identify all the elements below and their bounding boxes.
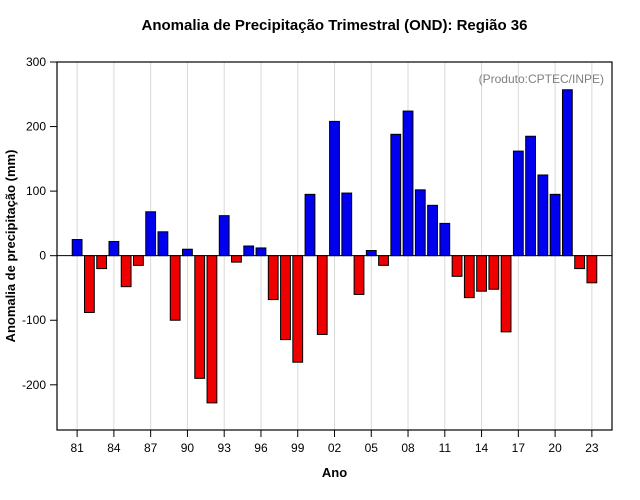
bar-2021 bbox=[561, 89, 573, 257]
bar-1983 bbox=[96, 255, 108, 270]
bar-1991 bbox=[194, 255, 206, 379]
bar-2012 bbox=[451, 255, 463, 277]
bar-2019 bbox=[537, 174, 549, 257]
bar-2007 bbox=[390, 133, 402, 257]
bar-1992 bbox=[206, 255, 218, 404]
bar-2001 bbox=[316, 255, 328, 335]
bar-2017 bbox=[512, 150, 524, 257]
bar-1981 bbox=[71, 239, 83, 257]
bar-1996 bbox=[255, 247, 267, 257]
chart-title: Anomalia de Precipitação Trimestral (OND… bbox=[142, 17, 528, 34]
y-axis-label: Anomalia de precipitação (mm) bbox=[3, 150, 18, 343]
bar-1994 bbox=[231, 255, 242, 263]
bar-1999 bbox=[292, 255, 304, 363]
bar-2009 bbox=[414, 189, 426, 257]
x-tick-label: 05 bbox=[365, 441, 379, 455]
x-tick-label: 96 bbox=[254, 441, 268, 455]
x-tick-label: 99 bbox=[291, 441, 305, 455]
bar-1990 bbox=[182, 248, 193, 257]
bar-2000 bbox=[304, 193, 316, 257]
x-tick-label: 20 bbox=[548, 441, 562, 455]
bar-1987 bbox=[145, 211, 157, 257]
x-tick-label: 08 bbox=[401, 441, 415, 455]
bar-1984 bbox=[108, 240, 120, 257]
source-annotation: (Produto:CPTEC/INPE) bbox=[479, 72, 604, 86]
x-tick-label: 87 bbox=[144, 441, 158, 455]
bar-2002 bbox=[329, 120, 340, 257]
bar-2014 bbox=[476, 255, 487, 292]
bar-2023 bbox=[586, 255, 598, 284]
bar-2006 bbox=[378, 255, 389, 266]
x-tick-label: 90 bbox=[181, 441, 195, 455]
bar-2008 bbox=[402, 110, 414, 257]
y-tick-label: -200 bbox=[22, 378, 46, 392]
plot-area: -200 -100 0 100 200 300 81 84 87 90 93 96 99 02 05 08 11… bbox=[22, 55, 613, 455]
bar-1985 bbox=[120, 255, 132, 288]
bar-2018 bbox=[525, 135, 536, 257]
x-tick-label: 14 bbox=[475, 441, 489, 455]
bar-1997 bbox=[267, 255, 279, 301]
x-tick-label: 23 bbox=[585, 441, 599, 455]
bar-2003 bbox=[341, 192, 353, 257]
bar-2005 bbox=[365, 250, 377, 257]
y-tick-label: 0 bbox=[39, 249, 46, 263]
y-tick-label: -100 bbox=[22, 313, 46, 327]
bar-2020 bbox=[549, 193, 561, 257]
bar-2004 bbox=[353, 255, 365, 295]
bar-1995 bbox=[243, 245, 255, 257]
x-tick-label: 81 bbox=[70, 441, 84, 455]
bar-1993 bbox=[218, 215, 230, 257]
bar-1982 bbox=[83, 255, 95, 313]
bar-2013 bbox=[463, 255, 475, 299]
x-tick-label: 17 bbox=[512, 441, 526, 455]
x-tick-label: 84 bbox=[107, 441, 121, 455]
bar-2022 bbox=[574, 255, 586, 270]
y-tick-label: 300 bbox=[26, 55, 46, 69]
x-tick-label: 02 bbox=[328, 441, 342, 455]
bar-1989 bbox=[169, 255, 181, 321]
x-axis-label: Ano bbox=[322, 465, 347, 480]
y-tick-label: 200 bbox=[26, 120, 46, 134]
bar-1998 bbox=[280, 255, 291, 341]
y-tick-label: 100 bbox=[26, 184, 46, 198]
x-tick-label: 93 bbox=[218, 441, 232, 455]
bar-2011 bbox=[439, 222, 451, 257]
x-tick-label: 11 bbox=[439, 441, 452, 455]
bar-1986 bbox=[133, 255, 144, 266]
bar-1988 bbox=[157, 231, 169, 257]
bar-2016 bbox=[500, 255, 512, 333]
bar-2015 bbox=[488, 255, 500, 290]
bar-2010 bbox=[427, 204, 438, 257]
